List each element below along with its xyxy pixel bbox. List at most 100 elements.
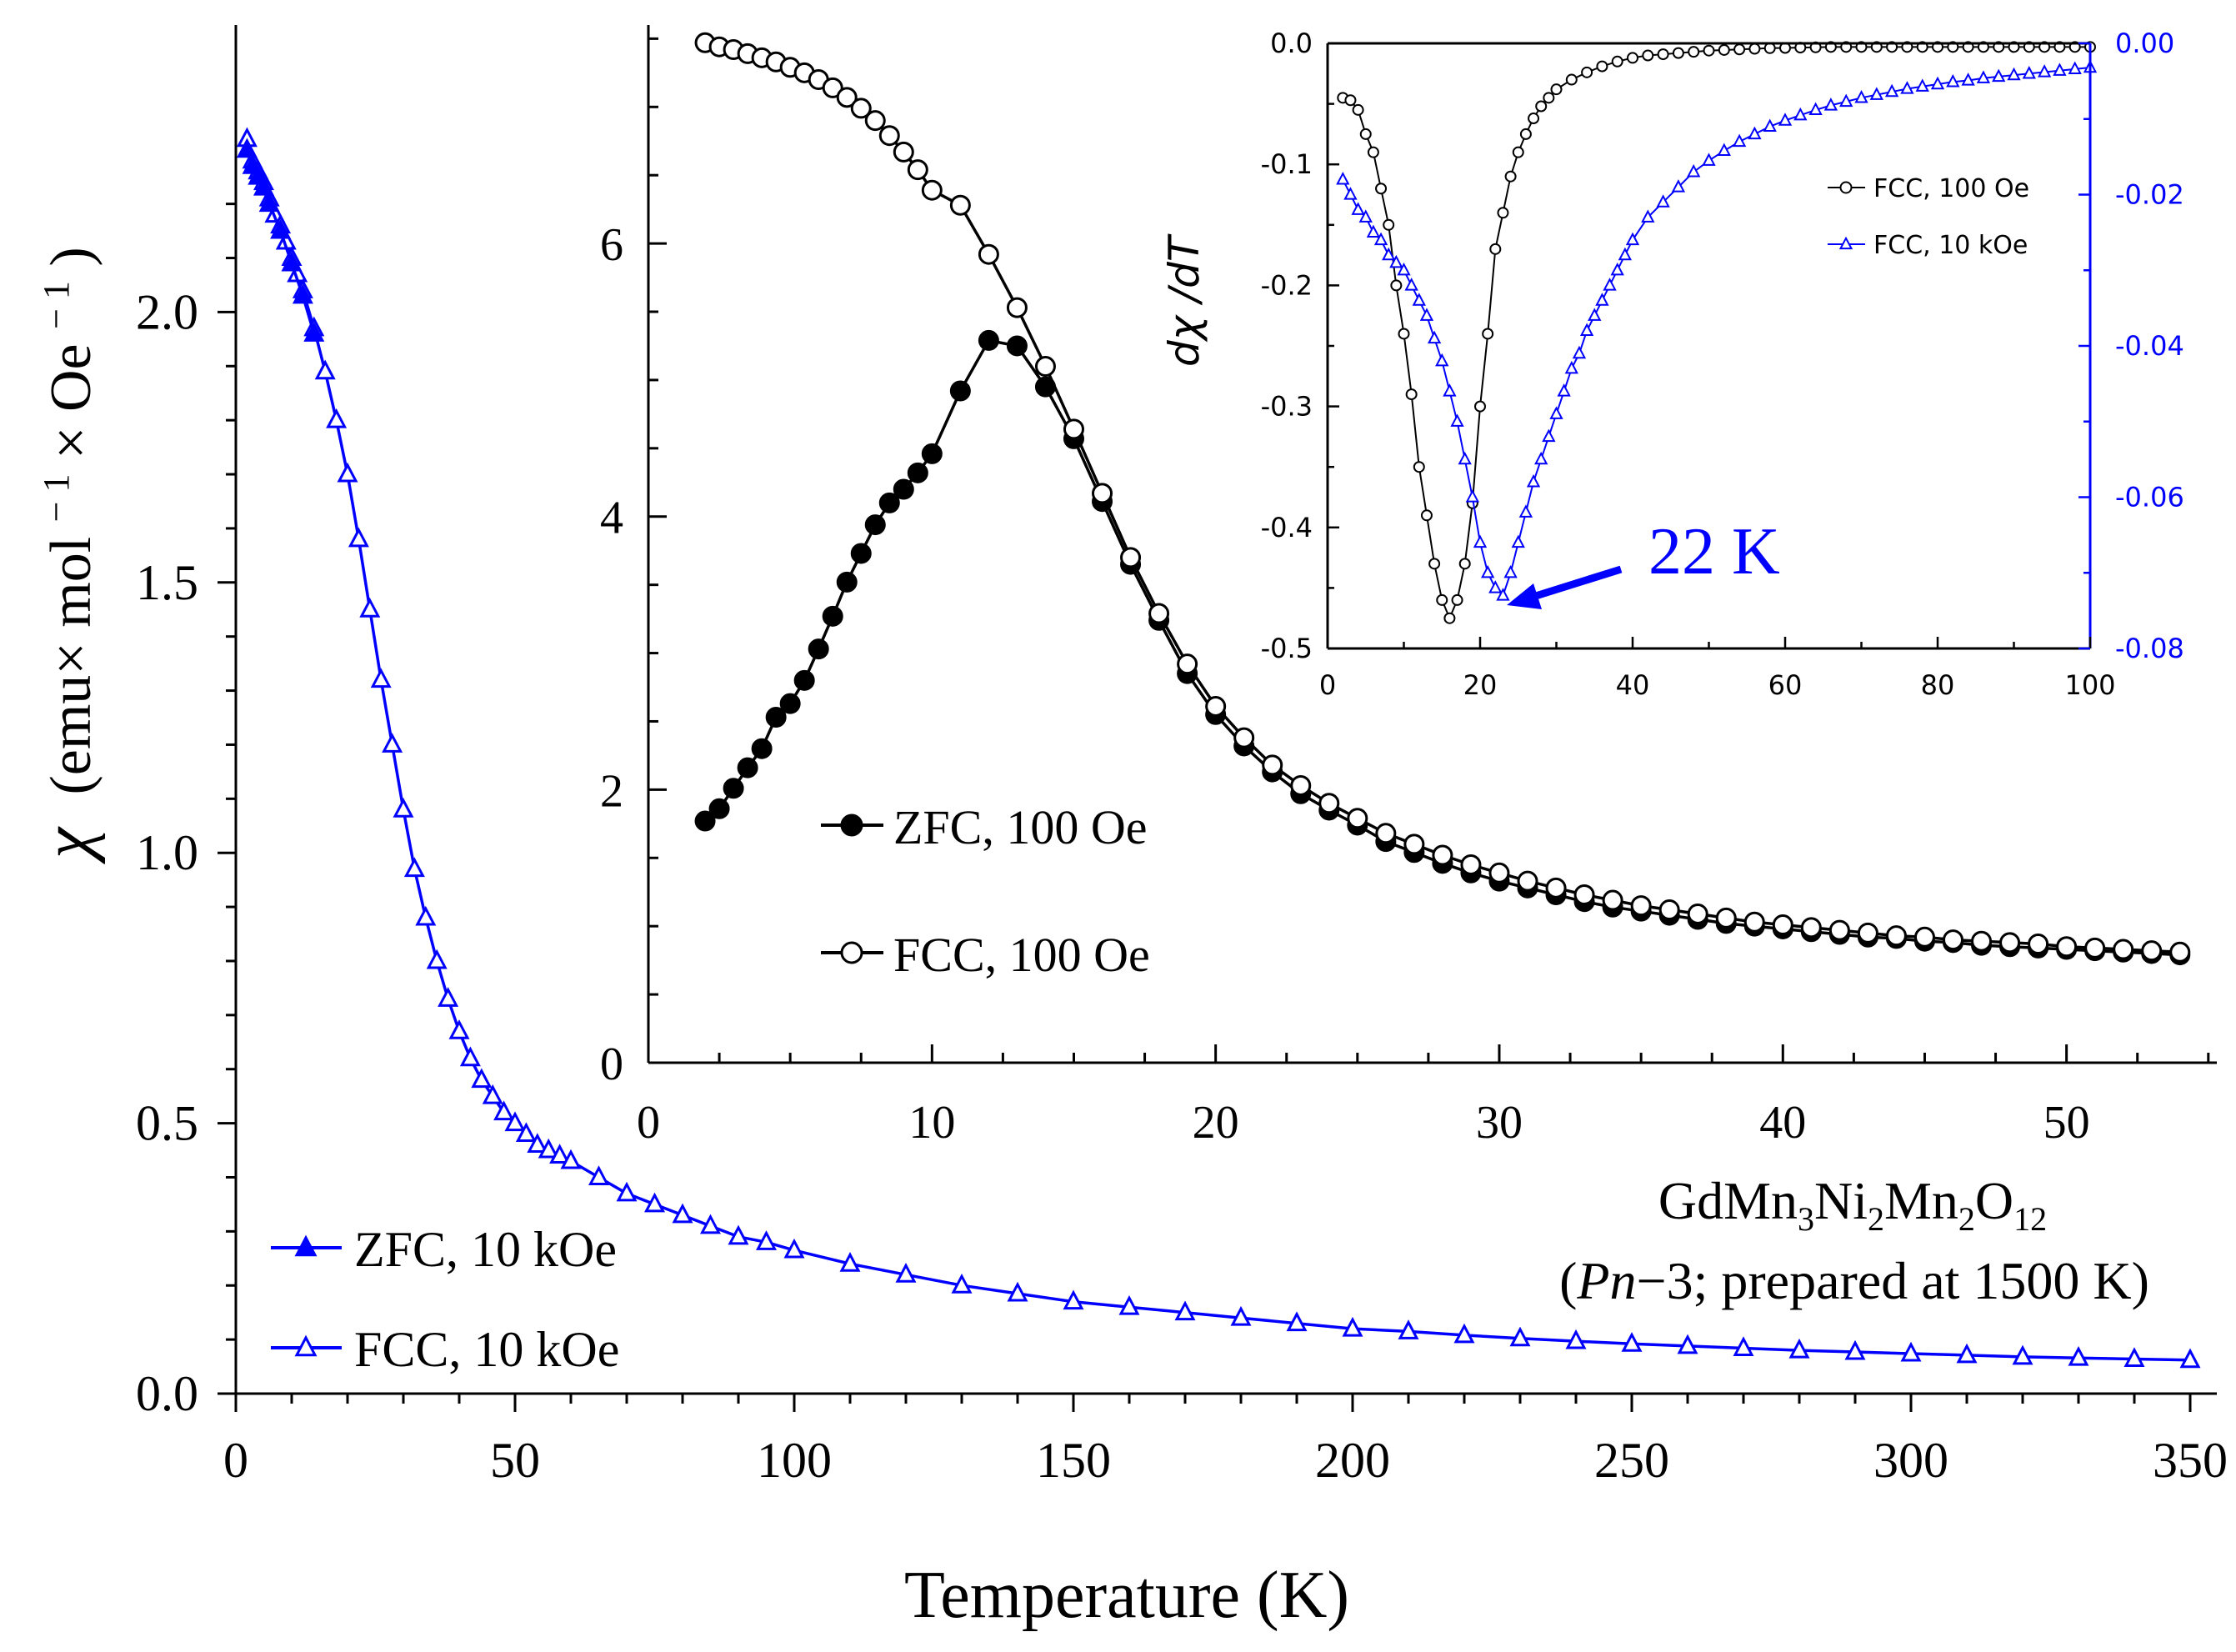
inset-2-left-tick-label: -0.3	[1261, 391, 1313, 423]
inset-1-fcc-100oe-point	[1658, 899, 1680, 921]
inset-2-fcc-100oe-point	[1428, 558, 1441, 570]
inset-1-fcc-100oe-point	[893, 141, 914, 163]
annotation-22k: 22 K	[1648, 515, 1780, 588]
inset-2-fcc-10koe-point	[1534, 451, 1548, 465]
main-fcc-10koe-point	[1509, 1326, 1531, 1347]
inset-2-fcc-10koe-point	[1496, 588, 1510, 601]
main-zfc-10koe-point	[258, 192, 280, 213]
inset-1-zfc-100oe-point	[808, 638, 829, 660]
main-zfc-10koe-point	[236, 138, 258, 158]
inset-2-right-tick-label: -0.02	[2115, 179, 2184, 211]
main-fcc-10koe-point	[700, 1214, 721, 1234]
inset-1-fcc-100oe-point	[1063, 418, 1084, 440]
main-fcc-10koe-point	[1956, 1343, 1978, 1364]
inset-2-fcc-10koe-point	[1419, 308, 1434, 321]
inset-1-fcc-100oe-point	[2169, 941, 2191, 963]
main-fcc-10koe-point	[326, 408, 348, 428]
inset-2-fcc-10koe-point	[1687, 163, 1701, 178]
main-y-tick-label: 2.0	[136, 284, 198, 339]
inset-1-zfc-100oe-point	[779, 693, 801, 714]
compound-formula: GdMn3Ni2Mn2O12	[1658, 1171, 2047, 1238]
inset-2-fcc-10koe-point	[1930, 76, 1945, 90]
inset-2-series-layer	[1336, 41, 2098, 624]
main-x-tick-label: 100	[757, 1433, 832, 1488]
inset-2-legend-marker	[1839, 181, 1853, 194]
inset-1-fcc-100oe-point	[1432, 844, 1453, 866]
inset-2-fcc-10koe-point	[1588, 308, 1602, 321]
main-zfc-10koe-point	[281, 251, 303, 272]
inset-1-axes-layer: 0 10 20 30 40 50 0 2 4 6	[600, 25, 2217, 1149]
inset-2-fcc-10koe-point	[1961, 73, 1975, 86]
inset-2-fcc-10koe-point	[1404, 278, 1418, 291]
main-fcc-10koe-point	[644, 1192, 665, 1213]
inset-2-fcc-10koe-point	[2053, 63, 2067, 76]
inset-2-fcc-10koe-point	[1435, 353, 1449, 367]
inset-2-fcc-10koe-point	[1579, 323, 1594, 337]
main-fcc-10koe-point	[588, 1165, 609, 1185]
inset-1-zfc-100oe-point	[737, 757, 758, 778]
main-fcc-10koe-point	[1844, 1339, 1866, 1360]
main-fcc-10koe-point	[2012, 1344, 2033, 1365]
inset-1-fcc-100oe-point	[1687, 903, 1708, 924]
inset-1-fcc-100oe-point	[836, 87, 858, 108]
inset-2-fcc-100oe-point	[1611, 55, 1623, 68]
main-fcc-10koe-point	[1174, 1300, 1196, 1321]
inset-2-fcc-100oe-point	[1504, 170, 1517, 183]
inset-1-zfc-100oe-point	[793, 669, 815, 691]
inset-2-fcc-100oe-point	[1703, 44, 1715, 57]
main-fcc-10koe-point	[393, 798, 414, 818]
inset-2-fcc-100oe-point	[1528, 113, 1540, 125]
inset-2-fcc-100oe-point	[1443, 612, 1456, 624]
inset-2-y-axis-title: dχ /dT	[1160, 233, 1208, 367]
inset-2-fcc-100oe-point	[1535, 100, 1548, 113]
inset-2-fcc-10koe-point	[1763, 118, 1777, 133]
inset-2-left-tick-label: -0.1	[1261, 148, 1313, 180]
inset-2-fcc-100oe-point	[1733, 43, 1746, 56]
inset-2-fcc-10koe-point	[2007, 67, 2021, 81]
inset-2-fcc-100oe-point	[1672, 47, 1684, 59]
inset-1-fcc-100oe-point	[1885, 925, 1907, 947]
main-fcc-10koe-point	[471, 1068, 493, 1089]
inset-2-fcc-100oe-point	[1543, 92, 1555, 104]
inset-1-fcc-100oe-point	[1092, 483, 1113, 504]
inset-1-zfc-100oe-point	[921, 443, 943, 464]
inset-1-zfc-100oe-point	[751, 738, 773, 759]
inset-2-x-tick-label: 20	[1463, 669, 1498, 701]
inset-2-fcc-10koe-point	[1884, 83, 1899, 98]
inset-1-fcc-100oe-point	[1347, 808, 1368, 829]
inset-1-fcc-100oe-point	[1999, 932, 2021, 954]
inset-2-fcc-10koe-point	[1823, 98, 1838, 111]
inset-2-fcc-10koe-point	[1671, 179, 1686, 193]
main-fcc-10koe-point	[1118, 1294, 1140, 1315]
main-fcc-10koe-point	[951, 1273, 973, 1294]
inset-2-fcc-100oe-point	[1642, 49, 1654, 62]
compound-annotation: GdMn3Ni2Mn2O12 (Pn−3; prepared at 1500 K…	[1559, 1171, 2149, 1310]
inset-2-fcc-10koe-point	[1450, 413, 1464, 427]
main-fcc-10koe-point	[2068, 1345, 2089, 1366]
inset-2-fcc-100oe-point	[1596, 60, 1608, 73]
inset-2-fcc-10koe-point	[1610, 262, 1624, 276]
main-legend-marker	[294, 1334, 318, 1357]
main-fcc-10koe-point	[2179, 1348, 2201, 1369]
inset-1-x-tick-label: 30	[1476, 1097, 1523, 1149]
inset-2-fcc-100oe-point	[1352, 103, 1364, 116]
inset-2-fcc-10koe-point	[1641, 209, 1655, 223]
inset-2-fcc-10koe-point	[1389, 254, 1403, 268]
inset-2-fcc-100oe-point	[1405, 388, 1418, 401]
inset-1-series-layer	[694, 32, 2191, 966]
main-fcc-10koe-point	[756, 1230, 777, 1250]
main-fcc-10koe-point	[616, 1181, 638, 1202]
inset-2-fcc-100oe-point	[1390, 279, 1403, 292]
inset-2-left-tick-label: -0.4	[1261, 512, 1313, 543]
main-fcc-10koe-point	[1063, 1289, 1084, 1310]
inset-2-fcc-10koe-point	[1412, 293, 1426, 306]
inset-1-fcc-100oe-point	[2113, 939, 2134, 960]
main-zfc-10koe-point	[270, 218, 292, 239]
inset-2-fcc-10koe-point	[1656, 194, 1670, 208]
main-legend-marker	[294, 1234, 318, 1257]
main-y-axis-title: χ (emu× mol − 1 × Oe − 1 )	[18, 247, 106, 864]
inset-2-fcc-100oe-point	[1383, 218, 1395, 231]
inset-2-fcc-10koe-point	[1382, 247, 1396, 261]
inset-1-zfc-100oe-point	[949, 380, 971, 402]
main-fcc-10koe-point	[1286, 1311, 1308, 1332]
